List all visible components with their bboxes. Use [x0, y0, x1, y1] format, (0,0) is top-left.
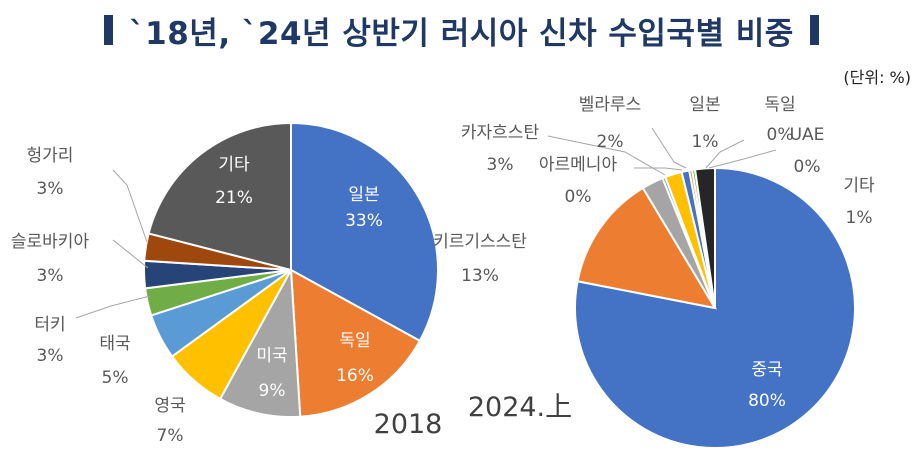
leader-line: [708, 149, 777, 169]
slice-label: 카자흐스탄: [461, 123, 540, 143]
leader-line: [547, 135, 666, 176]
slice-label: 독일: [339, 331, 370, 351]
title-right-marker: [809, 15, 819, 45]
pie-caption: 2024.上: [468, 392, 572, 423]
pie-slice: [147, 121, 292, 272]
slice-label: 키르기스스탄: [433, 232, 527, 252]
slice-label: 7%: [157, 426, 184, 446]
slice-label: 벨라루스: [579, 95, 642, 115]
title-bar: `18년, `24년 상반기 러시아 신차 수입국별 비중: [0, 4, 923, 56]
slice-label: 13%: [461, 266, 499, 286]
leader-line: [651, 127, 687, 169]
leader-line: [705, 139, 745, 169]
slice-label: 독일: [764, 95, 795, 115]
slice-label: 1%: [692, 132, 719, 152]
slice-label: 16%: [336, 366, 374, 386]
slice-label: 기타: [218, 155, 250, 175]
slice-label: 일본: [348, 185, 379, 205]
slice-label: 2%: [597, 132, 624, 152]
slice-label: 3%: [37, 266, 64, 286]
leader-line: [112, 239, 149, 269]
slice-label: 슬로바키아: [11, 232, 90, 252]
slice-label: 80%: [748, 391, 786, 411]
unit-label: (단위: %): [843, 68, 911, 87]
slice-label: 태국: [99, 334, 130, 354]
pie-slice: [576, 186, 718, 310]
slice-label: 헝가리: [27, 146, 74, 166]
slice-label: 0%: [565, 187, 592, 207]
slice-label: 아르메니아: [539, 155, 618, 175]
slice-label: 5%: [102, 368, 129, 388]
title-left-marker: [104, 15, 114, 45]
pie-caption: 2018: [374, 409, 443, 440]
slice-label: 미국: [256, 346, 287, 366]
slice-label: UAE: [790, 125, 825, 145]
slice-label: 일본: [689, 95, 720, 115]
slice-label: 3%: [37, 179, 64, 199]
slice-label: 1%: [846, 208, 873, 228]
slice-label: 9%: [259, 381, 286, 401]
leader-line: [75, 295, 151, 319]
pie-slice: [218, 266, 302, 418]
slice-label: 0%: [794, 157, 821, 177]
slice-label: 기타: [843, 176, 875, 196]
leader-line: [634, 167, 683, 171]
pie-slice: [693, 166, 716, 309]
pie-slice: [289, 268, 422, 418]
pie-2018: 일본 33% 독일 16% 미국 9% 영국 7% 태국 5% 터키 3% 슬로바키아 3% 헝가리 3% 기타…: [11, 121, 443, 446]
slice-label: 3%: [37, 346, 64, 366]
pie-slice: [574, 166, 856, 449]
slice-label: 중국: [751, 360, 782, 380]
slice-label: 터키: [34, 315, 65, 335]
slice-label: 0%: [767, 125, 794, 145]
slice-label: 21%: [215, 188, 253, 208]
slice-label: 3%: [487, 155, 514, 175]
leader-line: [112, 169, 148, 243]
pie-2024: 중국 80% 키르기스스탄 13% 카자흐스탄 3% 아르메니아 0% 벨라루스 2% 일본 1% 독일…: [433, 95, 875, 449]
slice-label: 33%: [345, 211, 383, 231]
pie-slice: [290, 121, 439, 343]
chart-title: `18년, `24년 상반기 러시아 신차 수입국별 비중: [129, 15, 794, 52]
slice-label: 영국: [154, 396, 185, 416]
